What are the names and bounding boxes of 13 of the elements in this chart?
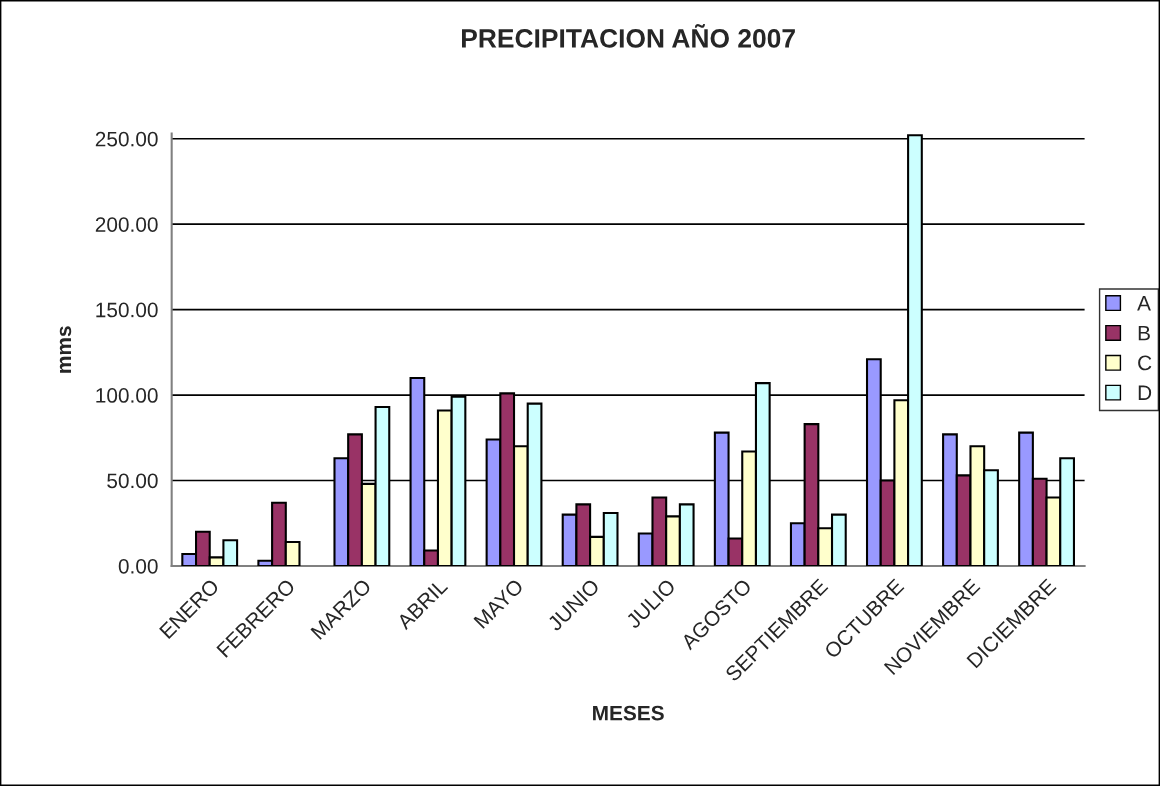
legend-label: B [1138,325,1150,341]
y-tick-label: 100.00 [96,388,158,403]
y-tick-label: 150.00 [96,302,158,318]
y-axis-title: mms [59,326,72,373]
y-tick-label: 200.00 [95,217,158,232]
legend-label: D [1138,385,1152,400]
y-tick-label: 50.00 [107,473,158,489]
chart-title: PRECIPITACION AÑO 2007 [462,24,795,48]
x-axis-title: MESES [593,705,664,721]
y-tick-label: 250.00 [95,131,158,147]
legend-label: A [1137,296,1151,311]
legend-label: C [1138,355,1152,371]
y-tick-label: 0.00 [118,558,158,574]
